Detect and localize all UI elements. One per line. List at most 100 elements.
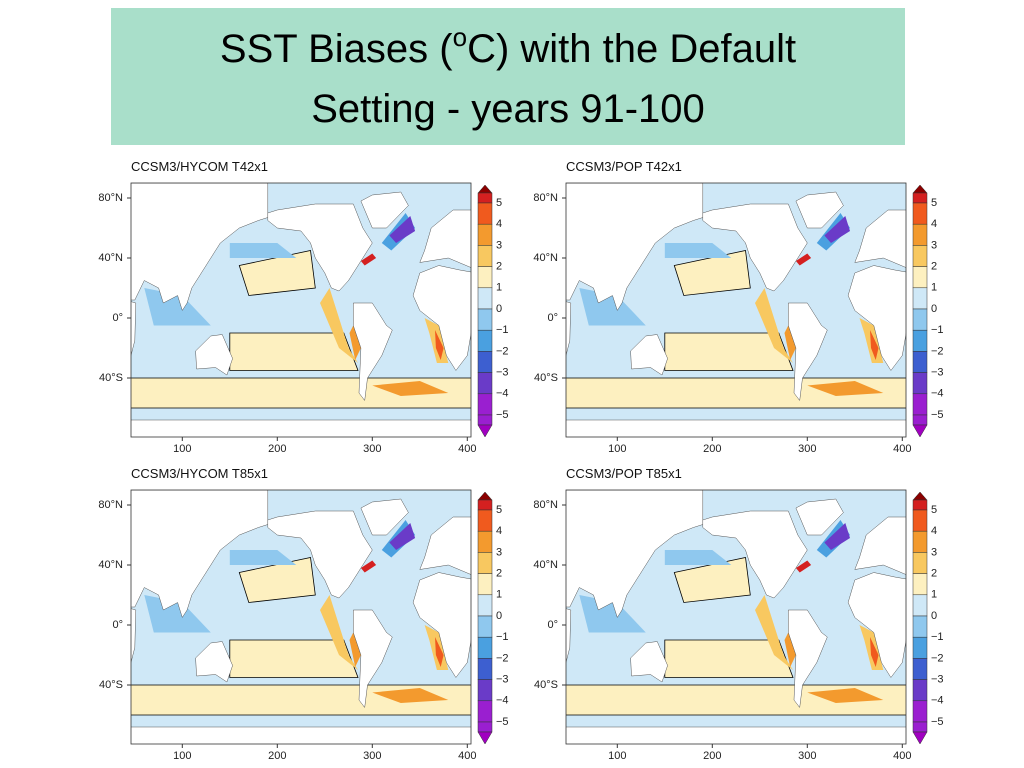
bias-region [784, 325, 796, 360]
x-tick-label: 400 [458, 443, 476, 455]
continent [353, 302, 393, 402]
continent [566, 726, 906, 744]
colorbar-label: 5 [931, 504, 937, 516]
map [566, 183, 906, 437]
colorbar-label: 1 [496, 589, 502, 601]
bias-region [824, 216, 850, 243]
colorbar-label: −4 [931, 695, 944, 707]
colorbar-band [912, 266, 928, 289]
colorbar-band [912, 372, 928, 395]
x-tick-label: 100 [608, 443, 626, 455]
y-tick-label: 40°N [533, 252, 558, 264]
colorbar-label: −5 [931, 716, 944, 728]
colorbar-band [912, 245, 928, 267]
x-tick-label: 100 [608, 750, 626, 762]
colorbar-band [477, 721, 493, 733]
continent [419, 209, 471, 268]
colorbar-label: −5 [496, 716, 509, 728]
colorbar-label: 4 [496, 218, 502, 230]
continent [566, 183, 704, 312]
y-tick-label: 40°S [534, 679, 558, 691]
bias-region [664, 550, 732, 565]
colorbar-band [912, 636, 928, 659]
colorbar-band [912, 393, 928, 416]
colorbar-label: −4 [496, 695, 509, 707]
continent [795, 498, 844, 536]
x-tick-label: 300 [363, 443, 381, 455]
colorbar-band [912, 679, 928, 702]
x-tick-label: 300 [798, 750, 816, 762]
colorbar-arrow [912, 424, 928, 438]
colorbar-label: −5 [496, 409, 509, 421]
continent [630, 334, 668, 376]
colorbar-band [477, 351, 493, 373]
bias-region [795, 560, 812, 573]
colorbar-band [477, 679, 493, 702]
colorbar-label: −2 [496, 652, 509, 664]
bias-region [795, 253, 812, 266]
y-tick-label: 80°N [533, 499, 558, 511]
colorbar-band [912, 287, 928, 310]
colorbar-band [477, 287, 493, 310]
bias-region [870, 330, 879, 360]
continent [566, 301, 572, 356]
panel-title: CCSM3/HYCOM T42x1 [131, 159, 268, 174]
continent [353, 609, 393, 709]
bias-region [144, 595, 211, 633]
bias-region [824, 523, 850, 550]
colorbar-label: −1 [931, 324, 944, 336]
bias-region [372, 688, 449, 703]
colorbar-label: −3 [496, 367, 509, 379]
bias-region [755, 288, 793, 363]
bias-region [320, 595, 358, 670]
colorbar-band [477, 223, 493, 246]
title-box [111, 8, 905, 145]
title-line2: Setting - years 91-100 [311, 87, 705, 131]
x-tick-label: 200 [268, 750, 286, 762]
continent [267, 203, 373, 292]
continent [702, 510, 808, 599]
bias-region [807, 688, 884, 703]
bias-region [784, 632, 796, 667]
y-tick-label: 40°N [98, 252, 123, 264]
continent [788, 302, 828, 402]
x-tick-label: 400 [458, 750, 476, 762]
colorbar-label: 5 [496, 197, 502, 209]
colorbar-band [477, 266, 493, 289]
colorbar-label: 0 [496, 610, 502, 622]
colorbar-arrow [912, 491, 928, 501]
colorbar-band [477, 594, 493, 617]
map [131, 490, 471, 744]
colorbar-band [477, 393, 493, 416]
colorbar-band [477, 658, 493, 680]
colorbar-arrow [477, 731, 493, 745]
colorbar-label: −2 [931, 345, 944, 357]
bias-region [807, 381, 884, 396]
continent [566, 419, 906, 437]
bias-region [229, 243, 297, 258]
bias-region [755, 595, 793, 670]
colorbar-label: 1 [496, 282, 502, 294]
colorbar-label: 4 [931, 218, 937, 230]
continent [702, 203, 808, 292]
colorbar-label: 2 [496, 261, 502, 273]
title-sup: o [453, 22, 467, 52]
continent [630, 641, 668, 683]
colorbar-label: 2 [931, 568, 937, 580]
bias-region [372, 381, 449, 396]
colorbar-label: 5 [496, 504, 502, 516]
colorbar-band [477, 552, 493, 574]
continent [131, 301, 137, 356]
colorbar-band [477, 414, 493, 426]
colorbar-band [912, 499, 928, 511]
x-tick-label: 200 [703, 750, 721, 762]
bias-region [360, 560, 377, 573]
x-tick-label: 400 [893, 750, 911, 762]
y-tick-label: 40°S [99, 679, 123, 691]
colorbar-band [912, 721, 928, 733]
colorbar-label: −1 [496, 631, 509, 643]
map-frame [130, 489, 472, 745]
colorbar-label: 2 [496, 568, 502, 580]
colorbar-band [477, 530, 493, 553]
